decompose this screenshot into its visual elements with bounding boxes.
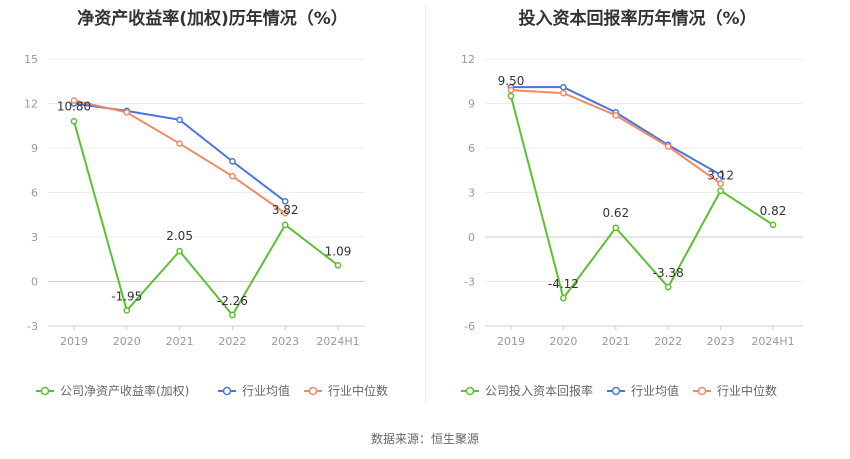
- data-point: [717, 171, 724, 179]
- data-point: [717, 187, 724, 195]
- data-point: [70, 117, 78, 125]
- data-point: [664, 283, 672, 291]
- data-point: [176, 140, 183, 147]
- y-tick-label: 6: [468, 142, 475, 155]
- legend-marker: [697, 386, 707, 396]
- data-point: [176, 247, 183, 255]
- x-tick-label: 2019: [60, 335, 88, 348]
- data-point: [229, 172, 236, 180]
- data-label: -3.38: [653, 266, 684, 280]
- legend-label: 行业中位数: [717, 383, 777, 398]
- x-tick-label: 2024H1: [751, 335, 794, 348]
- data-point: [229, 311, 236, 319]
- x-tick-label: 2024H1: [316, 335, 359, 348]
- data-point: [664, 143, 672, 150]
- data-label: 9.50: [498, 74, 525, 88]
- data-label: 0.82: [760, 204, 787, 218]
- x-tick-label: 2022: [218, 335, 246, 348]
- data-point: [560, 89, 567, 97]
- roic-chart-panel: 投入资本回报率历年情况（%） -6 -3 0 3 6 9 12 2019 2020 2021 202…: [425, 0, 850, 410]
- data-label: 3.82: [272, 203, 299, 217]
- legend-marker: [611, 386, 621, 396]
- y-tick-label: 3: [468, 187, 475, 200]
- y-tick-label: -3: [27, 320, 38, 333]
- legend-marker: [222, 386, 232, 396]
- legend-marker: [308, 386, 318, 396]
- data-label: 3.12: [707, 169, 734, 183]
- data-point: [281, 209, 289, 217]
- data-point: [560, 294, 567, 302]
- x-tick-label: 2020: [549, 335, 577, 348]
- y-tick-label: 0: [468, 231, 475, 244]
- series-line: [510, 95, 774, 301]
- y-tick-label: 12: [24, 98, 38, 111]
- y-tick-label: -6: [464, 320, 475, 333]
- panel-divider: [425, 4, 426, 404]
- y-tick-label: 3: [31, 231, 38, 244]
- x-tick-label: 2020: [113, 335, 141, 348]
- data-point: [281, 198, 289, 205]
- data-point: [507, 92, 515, 100]
- x-tick-label: 2021: [602, 335, 630, 348]
- legend-label: 公司投入资本回报率: [485, 383, 593, 398]
- x-tick-label: 2022: [654, 335, 682, 348]
- data-label: 10.80: [57, 99, 91, 113]
- data-label: -2.26: [217, 294, 248, 308]
- roic-line-chart: -6 -3 0 3 6 9 12 2019 2020 2021 2022 2023 2024H1 9.50…: [461, 53, 803, 398]
- y-tick-label: 0: [31, 276, 38, 289]
- legend-label: 行业中位数: [328, 383, 388, 398]
- data-label: -1.95: [111, 289, 142, 303]
- roe-line-chart: -3 0 3 6 9 12 15 2019 2020 2021 2022 2023 2024H1 10.8…: [24, 53, 388, 398]
- legend-label: 行业均值: [242, 383, 290, 398]
- data-point: [229, 158, 236, 165]
- data-label: 2.05: [166, 229, 193, 243]
- series-line: [510, 89, 722, 185]
- x-tick-label: 2021: [166, 335, 194, 348]
- roe-chart-panel: 净资产收益率(加权)历年情况（%） -3 0 3 6 9 12 15 2019 2020 2021…: [0, 0, 425, 410]
- legend-marker: [40, 386, 50, 396]
- data-point: [507, 86, 515, 94]
- y-tick-label: 15: [24, 53, 38, 66]
- roic-chart-title: 投入资本回报率历年情况（%）: [518, 9, 757, 29]
- x-tick-label: 2023: [707, 335, 735, 348]
- y-tick-label: 12: [461, 53, 475, 66]
- y-tick-label: 6: [31, 187, 38, 200]
- data-point: [123, 307, 131, 314]
- data-point: [560, 83, 567, 91]
- legend-marker: [465, 386, 475, 396]
- data-point: [70, 97, 78, 104]
- y-tick-label: 9: [31, 142, 38, 155]
- series-line: [73, 121, 339, 317]
- legend-label: 公司净资产收益率(加权): [60, 383, 189, 398]
- data-label: 1.09: [325, 244, 352, 258]
- y-tick-label: 9: [468, 98, 475, 111]
- x-tick-label: 2019: [497, 335, 525, 348]
- legend-label: 行业均值: [631, 383, 679, 398]
- data-point: [769, 221, 777, 229]
- data-point: [717, 180, 724, 187]
- data-source-note: 数据来源：恒生聚源: [370, 432, 479, 446]
- data-point: [176, 116, 183, 124]
- data-point: [334, 261, 342, 269]
- data-label: -4.12: [548, 277, 579, 291]
- y-tick-label: -3: [464, 276, 475, 289]
- roe-chart-title: 净资产收益率(加权)历年情况（%）: [77, 9, 348, 29]
- data-point: [123, 109, 131, 116]
- data-point: [612, 224, 620, 232]
- data-point: [612, 112, 620, 119]
- data-point: [281, 221, 289, 229]
- x-tick-label: 2023: [271, 335, 299, 348]
- data-label: 0.62: [602, 206, 629, 220]
